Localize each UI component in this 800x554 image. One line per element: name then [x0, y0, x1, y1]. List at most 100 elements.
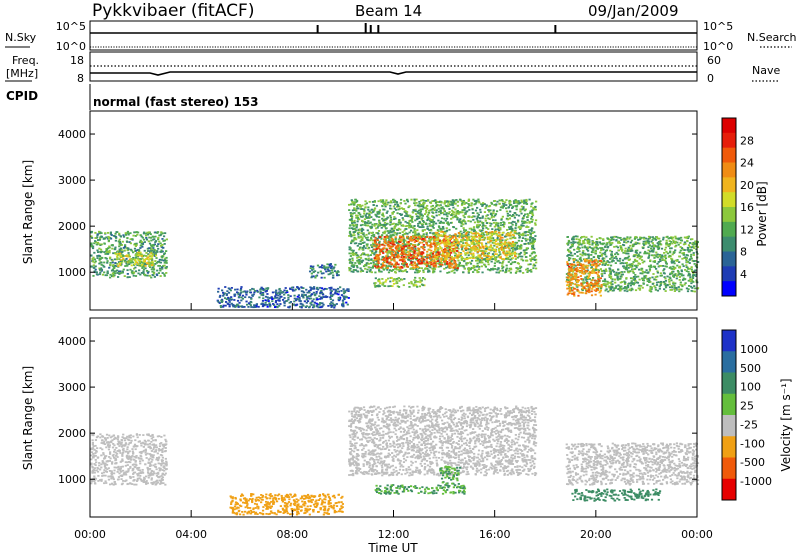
range-gate-cell [369, 211, 372, 214]
range-gate-cell [490, 260, 493, 263]
range-gate-cell [161, 244, 164, 246]
range-gate-cell [601, 275, 604, 277]
range-gate-cell [90, 243, 93, 246]
range-gate-cell [468, 236, 471, 239]
range-gate-cell [142, 232, 146, 235]
range-gate-cell [114, 246, 117, 249]
range-gate-cell [241, 297, 245, 300]
range-gate-cell [378, 253, 382, 256]
range-gate-cell [288, 301, 291, 304]
range-gate-cell [494, 253, 497, 255]
range-gate-cell [137, 259, 140, 262]
range-gate-cell [399, 267, 402, 270]
range-gate-cell [362, 265, 366, 268]
range-gate-cell [443, 202, 446, 205]
range-gate-cell [496, 246, 499, 249]
range-gate-cell [410, 226, 413, 228]
range-gate-cell [575, 259, 578, 262]
range-gate-cell [360, 232, 363, 235]
range-gate-cell [98, 259, 101, 261]
range-gate-cell [344, 295, 347, 298]
range-gate-cell [393, 199, 397, 202]
range-gate-cell [385, 247, 388, 250]
range-gate-cell [419, 203, 423, 206]
range-gate-cell [364, 236, 368, 239]
range-gate-cell [445, 245, 448, 247]
range-gate-cell [658, 285, 661, 288]
range-gate-cell [455, 212, 458, 215]
range-gate-cell [570, 246, 573, 248]
range-gate-cell [364, 267, 367, 270]
range-gate-cell [625, 237, 628, 240]
range-gate-cell [380, 270, 383, 273]
range-gate-cell [483, 203, 486, 206]
range-gate-cell [627, 286, 630, 289]
range-gate-cell [460, 238, 463, 241]
range-gate-cell [252, 306, 255, 309]
range-gate-cell [421, 247, 424, 249]
range-gate-cell [654, 238, 657, 241]
range-gate-cell [369, 262, 373, 265]
range-gate-cell [360, 269, 363, 272]
range-gate-cell [467, 233, 470, 236]
range-gate-cell [333, 304, 336, 306]
range-gate-cell [501, 224, 505, 226]
range-gate-cell [507, 206, 510, 209]
range-gate-cell [262, 289, 265, 292]
range-gate-cell [413, 235, 417, 238]
range-gate-cell [419, 212, 422, 214]
range-gate-cell [417, 222, 420, 225]
beam-title: Beam 14 [355, 2, 422, 20]
range-gate-cell [357, 233, 360, 236]
range-gate-cell [401, 217, 404, 219]
range-gate-cell [455, 199, 458, 201]
range-gate-cell [389, 242, 392, 245]
range-gate-cell [427, 265, 430, 268]
range-gate-cell [339, 296, 342, 299]
range-gate-cell [508, 269, 511, 272]
range-gate-cell [146, 250, 150, 252]
range-gate-cell [144, 263, 147, 266]
range-gate-cell [367, 232, 371, 235]
range-gate-cell [452, 269, 455, 272]
range-gate-cell [134, 254, 137, 256]
range-gate-cell [506, 218, 509, 221]
range-gate-cell [474, 247, 477, 250]
range-gate-cell [105, 250, 108, 253]
range-gate-cell [407, 253, 410, 256]
range-gate-cell [423, 228, 426, 231]
range-gate-cell [638, 278, 641, 281]
range-gate-cell [452, 241, 455, 244]
range-gate-cell [530, 205, 533, 208]
range-gate-cell [585, 278, 588, 281]
range-gate-cell [126, 269, 129, 272]
range-gate-cell [499, 224, 503, 227]
range-gate-cell [516, 268, 519, 271]
range-gate-cell [462, 244, 466, 247]
range-gate-cell [434, 244, 437, 247]
range-gate-cell [265, 289, 268, 292]
freq-label-1: Freq. [12, 54, 39, 67]
range-gate-cell [129, 242, 132, 245]
range-gate-cell [649, 285, 652, 288]
range-gate-cell [409, 257, 413, 260]
range-gate-cell [436, 201, 439, 203]
range-gate-cell [152, 247, 155, 249]
range-gate-cell [686, 290, 690, 293]
range-gate-cell [377, 254, 380, 257]
range-gate-cell [370, 226, 373, 229]
range-gate-cell [332, 288, 335, 291]
range-gate-cell [656, 262, 659, 265]
range-gate-cell [149, 261, 152, 264]
range-gate-cell [439, 211, 442, 214]
range-gate-cell [315, 287, 318, 290]
range-gate-cell [377, 285, 380, 288]
range-gate-cell [420, 246, 423, 248]
range-gate-cell [110, 269, 114, 272]
range-gate-cell [160, 231, 163, 234]
range-gate-cell [521, 222, 524, 225]
range-gate-cell [480, 236, 484, 239]
range-gate-cell [514, 205, 517, 207]
range-gate-cell [520, 208, 523, 211]
range-gate-cell [119, 242, 122, 245]
